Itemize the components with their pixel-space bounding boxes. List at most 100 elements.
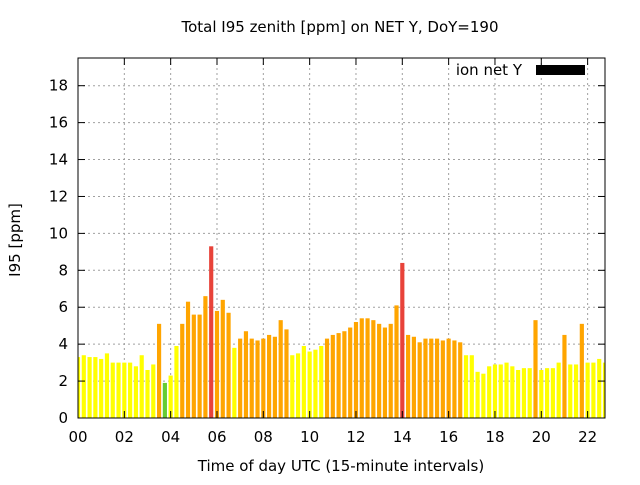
y-tick-label: 2	[58, 372, 68, 390]
bar	[128, 362, 133, 418]
bar	[284, 329, 289, 418]
x-tick-label: 00	[68, 428, 87, 446]
bar	[116, 362, 121, 418]
bar	[81, 355, 86, 418]
bar	[510, 366, 515, 418]
bar	[353, 322, 359, 418]
x-tick-label: 18	[485, 428, 504, 446]
bar	[539, 370, 544, 418]
bar	[533, 320, 538, 418]
bar	[568, 364, 573, 418]
bar	[388, 323, 393, 418]
bar	[278, 320, 283, 418]
bar	[556, 362, 561, 418]
bar	[272, 336, 277, 418]
bar	[226, 312, 231, 418]
bar	[168, 375, 173, 418]
bar	[382, 327, 388, 418]
bar	[295, 353, 301, 418]
bar	[498, 364, 503, 418]
bar	[307, 351, 312, 418]
x-tick-label: 06	[207, 428, 226, 446]
bar	[429, 338, 434, 418]
bar	[197, 314, 202, 418]
bar	[249, 338, 254, 418]
bar	[602, 362, 605, 418]
bar	[203, 296, 208, 418]
bar	[232, 347, 237, 418]
bar	[371, 320, 376, 418]
bar	[174, 346, 179, 418]
bar	[458, 342, 463, 418]
bar	[411, 336, 416, 418]
bar	[133, 366, 138, 418]
bar	[545, 368, 550, 418]
bar	[220, 299, 225, 418]
bar	[359, 318, 364, 418]
bar	[185, 301, 191, 418]
plot-frame	[77, 57, 606, 419]
bar	[597, 358, 602, 418]
bar	[469, 355, 474, 418]
bar	[243, 331, 249, 418]
y-tick-label: 12	[49, 187, 68, 205]
bar	[151, 364, 156, 418]
bar	[290, 355, 295, 418]
bar	[93, 357, 98, 418]
legend-swatch	[536, 65, 585, 75]
bar	[452, 340, 457, 418]
bar	[255, 340, 260, 418]
y-tick-label: 0	[58, 409, 68, 427]
chart-title: Total I95 zenith [ppm] on NET Y, DoY=190	[180, 18, 498, 36]
bar	[342, 331, 347, 418]
y-tick-label: 18	[49, 77, 68, 95]
bar	[406, 334, 411, 418]
y-axis-title: I95 [ppm]	[6, 203, 24, 277]
bar	[423, 338, 428, 418]
bar	[434, 338, 440, 418]
bar	[562, 334, 567, 418]
y-tick-label: 14	[49, 151, 68, 169]
bar	[87, 357, 92, 418]
bar	[162, 382, 167, 418]
bar	[516, 370, 521, 418]
bar	[191, 314, 196, 418]
x-tick-label: 08	[254, 428, 273, 446]
bar	[521, 368, 527, 418]
bar	[579, 323, 584, 418]
grid	[78, 58, 605, 418]
bar	[145, 370, 150, 418]
bar	[267, 334, 272, 418]
bar	[527, 368, 532, 418]
y-tick-label: 6	[58, 298, 68, 316]
bar	[446, 338, 451, 418]
x-tick-label: 16	[439, 428, 458, 446]
bar	[301, 346, 306, 418]
bar	[550, 368, 555, 418]
bar	[492, 364, 498, 418]
x-tick-label: 22	[578, 428, 597, 446]
bar	[475, 371, 480, 418]
legend-label: ion net Y	[456, 61, 523, 79]
legend: ion net Y	[456, 61, 585, 79]
x-tick-label: 10	[300, 428, 319, 446]
bar	[104, 353, 110, 418]
x-tick-label: 02	[115, 428, 134, 446]
bar	[365, 318, 370, 418]
y-tick-label: 8	[58, 261, 68, 279]
bar	[377, 323, 382, 418]
bar	[122, 362, 127, 418]
bar	[214, 310, 220, 418]
y-tick-label: 16	[49, 114, 68, 132]
bar	[78, 357, 81, 418]
bar	[209, 246, 214, 418]
x-tick-label: 12	[346, 428, 365, 446]
bar	[394, 305, 399, 418]
bar	[504, 362, 509, 418]
bar	[348, 327, 353, 418]
bar	[463, 355, 469, 418]
bar	[573, 364, 579, 418]
